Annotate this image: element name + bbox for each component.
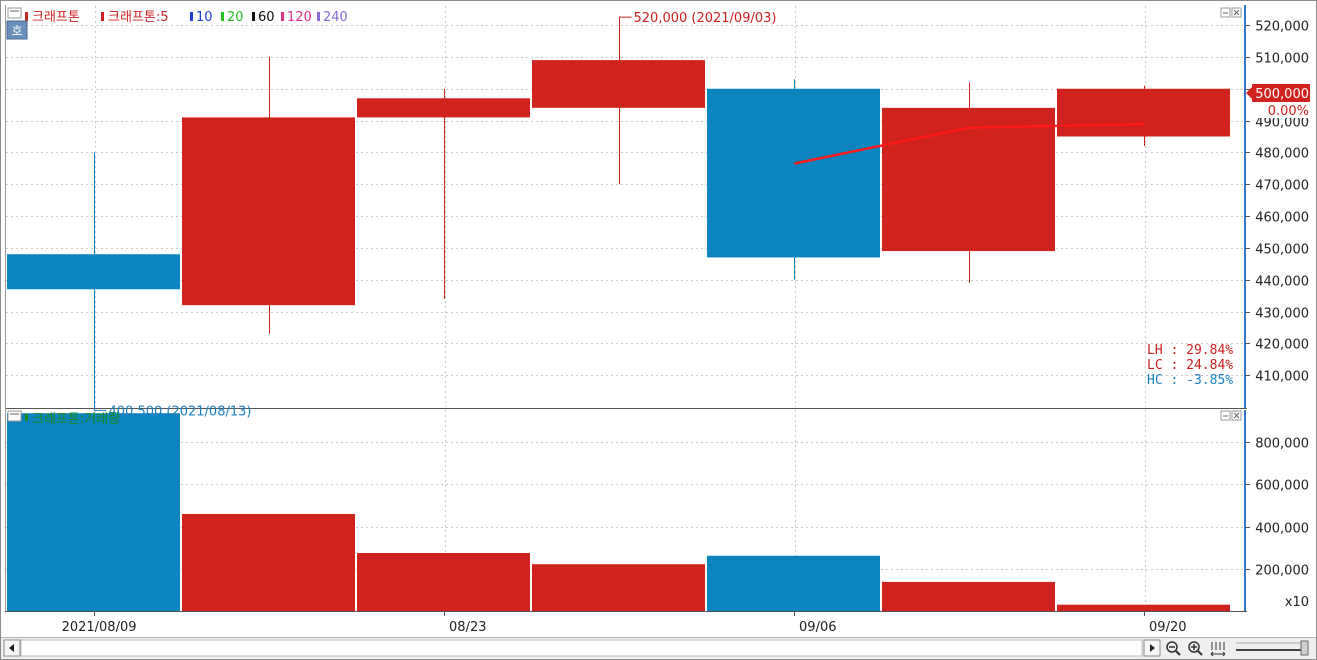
price-axis-label: 470,000 [1255, 179, 1309, 194]
legend-label-ma10: 10 [196, 10, 213, 25]
stat-lh: LH : 29.84% [1147, 343, 1233, 358]
legend-label-ma5: 크래프톤:5 [108, 10, 169, 25]
zoom-slider-thumb[interactable] [1300, 640, 1309, 656]
spacing-arrows [1210, 651, 1226, 657]
range-stats: LH : 29.84% LC : 24.84% HC : -3.85% [1147, 343, 1233, 388]
low-annotation-label: 400,500 (2021/08/13) [109, 404, 252, 419]
volume-bar [357, 553, 530, 611]
zoom-in-lens [1188, 641, 1200, 653]
date-x-axis: 2021/08/09 08/23 09/06 09/20 [62, 611, 1187, 635]
price-y-axis: 520,000 510,000 500,000 490,000 480,000 470,0… [1245, 20, 1309, 385]
high-annotation-leader [619, 16, 632, 32]
ma5-line-group [794, 122, 1145, 165]
volume-bar [532, 564, 705, 611]
candle-body [882, 107, 1055, 252]
price-legend: 크래프톤 크래프톤:5 10 20 60 120 240 [7, 7, 348, 25]
zoom-in-icon[interactable] [1188, 641, 1203, 656]
legend-swatch-ma10 [190, 12, 193, 21]
volume-bar [707, 555, 880, 611]
legend-label-ma20: 20 [227, 10, 244, 25]
legend-label-main: 크래프톤 [32, 10, 80, 25]
low-annotation-leader [94, 399, 107, 411]
price-axis-label: 510,000 [1255, 52, 1309, 67]
volume-axis-label: 200,000 [1255, 564, 1309, 579]
candle-body [7, 254, 180, 290]
close-icon [1233, 9, 1240, 16]
candle-body [1057, 88, 1230, 137]
candle-body [707, 88, 880, 258]
x-axis-label: 2021/08/09 [62, 620, 137, 635]
current-price-marker: 500,000 0.00% [1246, 84, 1310, 119]
volume-bar [1057, 604, 1230, 611]
volume-unit-label: x10 [1285, 595, 1309, 610]
x-axis-label: 09/06 [799, 620, 836, 635]
price-panel-menu-button[interactable] [7, 7, 22, 19]
legend-swatch-main [25, 12, 28, 21]
ma5-line [794, 122, 1145, 165]
current-price-box [1252, 84, 1310, 102]
legend-label-ma240: 240 [323, 10, 348, 25]
price-panel-controls [1220, 7, 1242, 18]
zoom-out-icon[interactable] [1166, 641, 1181, 656]
price-axis-label: 450,000 [1255, 243, 1309, 258]
volume-axis-label: 400,000 [1255, 522, 1309, 537]
volume-bar [882, 581, 1055, 611]
price-axis-label: 520,000 [1255, 20, 1309, 35]
candle-body [182, 117, 355, 306]
legend-label-ma60: 60 [258, 10, 275, 25]
volume-panel-controls [1220, 410, 1242, 421]
volume-bar [7, 413, 180, 611]
candle-body [357, 98, 530, 118]
stat-lc: LC : 24.84% [1147, 358, 1233, 373]
legend-swatch-ma120 [281, 12, 284, 21]
price-axis-label: 410,000 [1255, 370, 1309, 385]
bottom-toolbar [1, 637, 1316, 659]
legend-swatch-ma5 [101, 12, 104, 21]
corner-button[interactable] [6, 20, 28, 40]
close-icon [1233, 412, 1240, 419]
zoom-out-handle [1175, 650, 1181, 656]
price-axis-label: 430,000 [1255, 307, 1309, 322]
volume-y-axis: 800,000 600,000 400,000 200,000 [1245, 437, 1309, 579]
volume-panel-menu-button[interactable] [7, 410, 22, 422]
zoom-slider[interactable] [1236, 640, 1309, 656]
corner-button-label: 호 [11, 24, 22, 38]
zoom-in-handle [1197, 650, 1203, 656]
volume-legend: 크래프톤:거래량 [7, 410, 120, 427]
price-axis-label: 460,000 [1255, 211, 1309, 226]
scroll-right-icon [1150, 644, 1155, 652]
current-change-box [1252, 102, 1310, 118]
candle-body [532, 60, 705, 108]
legend-swatch-ma20 [221, 12, 224, 21]
volume-legend-swatch [25, 414, 28, 421]
spacing-adjust-icon[interactable] [1210, 642, 1226, 657]
price-axis-label: 440,000 [1255, 275, 1309, 290]
current-price-value: 500,000 [1255, 87, 1309, 102]
volume-axis-label: 800,000 [1255, 437, 1309, 452]
x-axis-label: 08/23 [449, 620, 486, 635]
volume-bars [7, 413, 1230, 611]
stat-hc: HC : -3.85% [1147, 373, 1233, 388]
price-axis-label: 420,000 [1255, 338, 1309, 353]
price-axis-label: 490,000 [1255, 116, 1309, 131]
price-axis-label: 480,000 [1255, 147, 1309, 162]
volume-bar [182, 514, 355, 611]
scroll-left-icon [9, 644, 14, 652]
high-annotation-label: 520,000 (2021/09/03) [634, 11, 777, 26]
legend-label-ma120: 120 [287, 10, 312, 25]
price-candles [7, 25, 1230, 406]
current-change-value: 0.00% [1268, 104, 1309, 119]
x-axis-label: 09/20 [1149, 620, 1186, 635]
scrollbar-track[interactable] [20, 639, 1143, 657]
volume-axis-label: 600,000 [1255, 479, 1309, 494]
volume-legend-label: 크래프톤:거래량 [32, 412, 120, 427]
legend-swatch-ma240 [317, 12, 320, 21]
zoom-out-lens [1166, 641, 1178, 653]
current-price-pointer [1246, 87, 1252, 99]
high-low-annotations: 520,000 (2021/09/03) 400,500 (2021/08/13) [94, 11, 777, 419]
legend-swatch-ma60 [252, 12, 255, 21]
